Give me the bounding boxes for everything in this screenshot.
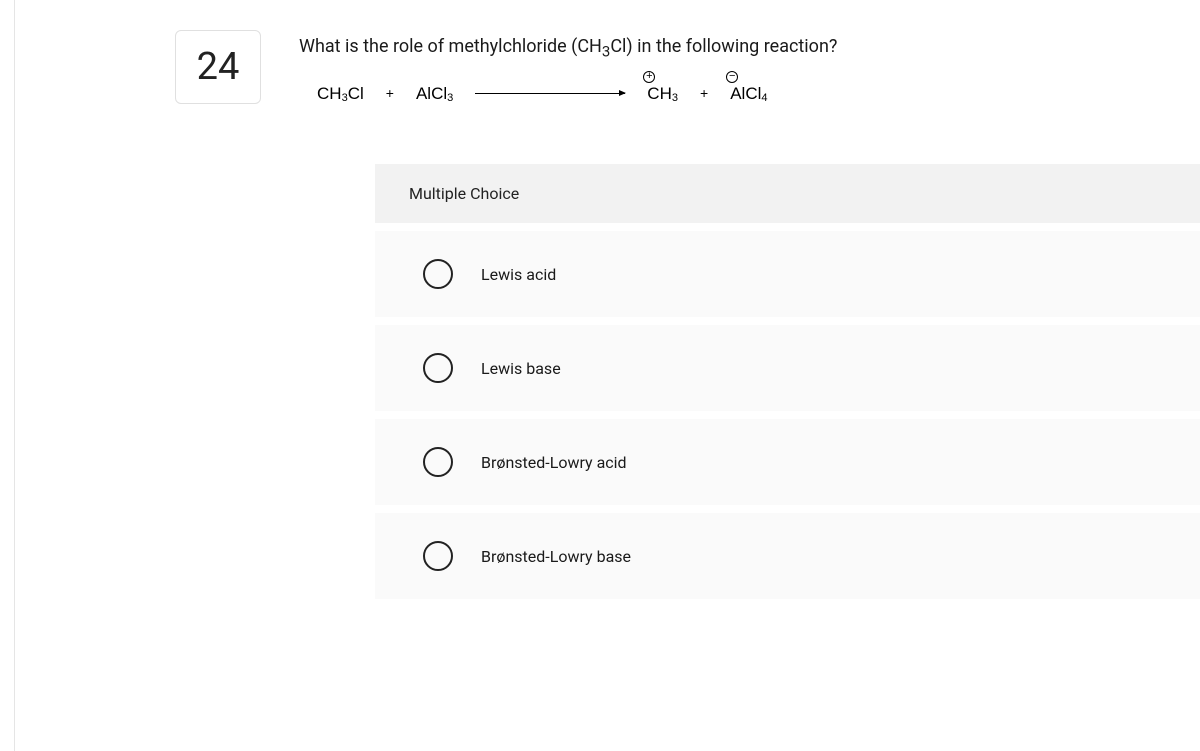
minus-charge-icon: − (726, 71, 738, 83)
reagent-alcl3: AlCl3 (416, 85, 453, 102)
reaction-arrow (475, 93, 625, 94)
option-label: Lewis base (481, 359, 561, 378)
option-bronsted-lowry-acid[interactable]: Brønsted-Lowry acid (375, 419, 1200, 505)
answers-block: Multiple Choice Lewis acid Lewis base Br… (375, 164, 1200, 599)
multiple-choice-header: Multiple Choice (375, 164, 1200, 223)
option-label: Lewis acid (481, 265, 556, 284)
reaction-equation: CH3Cl + AlCl3 + CH3 + − AlCl4 (299, 85, 1200, 102)
option-lewis-acid[interactable]: Lewis acid (375, 231, 1200, 317)
option-lewis-base[interactable]: Lewis base (375, 325, 1200, 411)
plus-charge-icon: + (643, 71, 655, 83)
question-prompt: What is the role of methylchloride (CH3C… (299, 36, 1200, 61)
product-ch3-cation: + CH3 (647, 85, 678, 102)
radio-icon (423, 541, 453, 571)
question-number: 24 (197, 45, 240, 89)
radio-icon (423, 353, 453, 383)
plus-symbol: + (700, 85, 708, 101)
option-bronsted-lowry-base[interactable]: Brønsted-Lowry base (375, 513, 1200, 599)
product-alcl4-anion: − AlCl4 (730, 85, 767, 102)
reagent-ch3cl: CH3Cl (317, 85, 364, 102)
question-area: What is the role of methylchloride (CH3C… (299, 30, 1200, 102)
option-label: Brønsted-Lowry base (481, 547, 631, 566)
question-page: 24 What is the role of methylchloride (C… (14, 0, 1200, 751)
option-label: Brønsted-Lowry acid (481, 453, 627, 472)
radio-icon (423, 447, 453, 477)
question-number-box: 24 (175, 30, 261, 104)
radio-icon (423, 259, 453, 289)
question-header-row: 24 What is the role of methylchloride (C… (75, 30, 1200, 104)
plus-symbol: + (386, 85, 394, 101)
